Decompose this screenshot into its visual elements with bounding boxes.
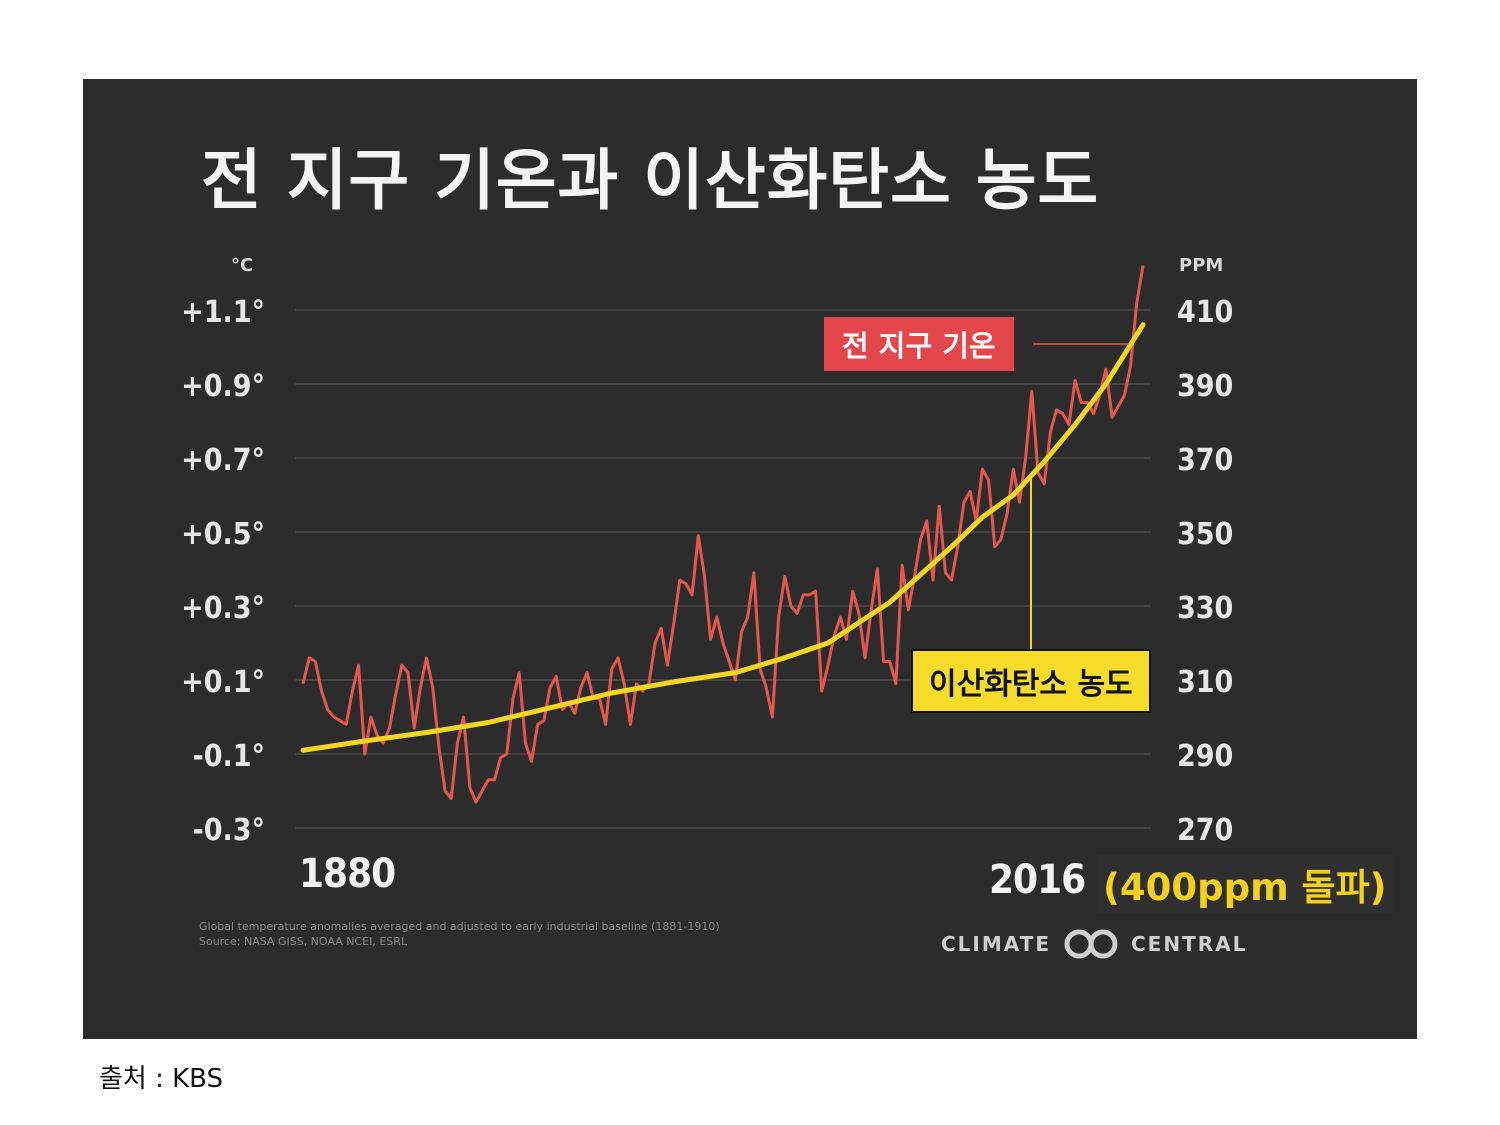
right-tick-label: 310 (1177, 665, 1233, 700)
left-axis-ticks: +1.1° +0.9° +0.7° +0.5° +0.3° +0.1° -0.1° -0.3° (181, 295, 265, 848)
right-tick-label: 410 (1177, 295, 1233, 330)
image-caption: 출처 : KBS (99, 1064, 224, 1094)
left-tick-label: +0.5° (181, 517, 265, 552)
chart-panel: +1.1° +0.9° +0.7° +0.5° +0.3° +0.1° -0.1° -0.3°… (83, 79, 1417, 1039)
right-tick-label: 370 (1177, 443, 1233, 478)
co2-line (300, 322, 1146, 753)
left-axis-unit: °C (231, 255, 254, 276)
milestone-label: (400ppm 돌파) (1097, 855, 1393, 913)
right-tick-label: 390 (1177, 369, 1233, 404)
source-note: Global temperature anomalies averaged an… (199, 919, 720, 949)
logo-text-right: CENTRAL (1131, 932, 1248, 956)
gridlines (295, 309, 1151, 829)
logo-text-left: CLIMATE (941, 932, 1051, 956)
source-note-line1: Global temperature anomalies averaged an… (199, 920, 720, 933)
left-tick-label: -0.1° (192, 739, 265, 774)
left-tick-label: +0.1° (181, 665, 265, 700)
right-tick-label: 350 (1177, 517, 1233, 552)
right-tick-label: 270 (1177, 813, 1233, 848)
right-axis-ticks: 410 390 370 350 330 310 290 270 (1177, 295, 1233, 848)
chart-title: 전 지구 기온과 이산화탄소 농도 (201, 142, 1100, 219)
left-tick-label: +0.7° (181, 443, 265, 478)
co2-label: 이산화탄소 농도 (911, 649, 1151, 713)
climate-central-logo: CLIMATE CENTRAL (941, 929, 1247, 959)
temperature-series (301, 265, 1145, 804)
callout-lines (1030, 343, 1129, 651)
left-tick-label: +0.9° (181, 369, 265, 404)
co2-series (300, 322, 1146, 753)
temperature-line (301, 265, 1145, 804)
logo-rings-icon (1064, 929, 1118, 959)
chart-svg: +1.1° +0.9° +0.7° +0.5° +0.3° +0.1° -0.1° -0.3°… (181, 265, 1233, 848)
temperature-label: 전 지구 기온 (824, 317, 1014, 371)
right-axis-unit: PPM (1179, 255, 1224, 276)
source-note-line2: Source: NASA GISS, NOAA NCEI, ESRL (199, 935, 408, 948)
right-tick-label: 330 (1177, 591, 1233, 626)
left-tick-label: +1.1° (181, 295, 265, 330)
left-tick-label: +0.3° (181, 591, 265, 626)
year-end-label: 2016 (989, 857, 1086, 903)
right-tick-label: 290 (1177, 739, 1233, 774)
left-tick-label: -0.3° (192, 813, 265, 848)
year-start-label: 1880 (299, 851, 396, 897)
